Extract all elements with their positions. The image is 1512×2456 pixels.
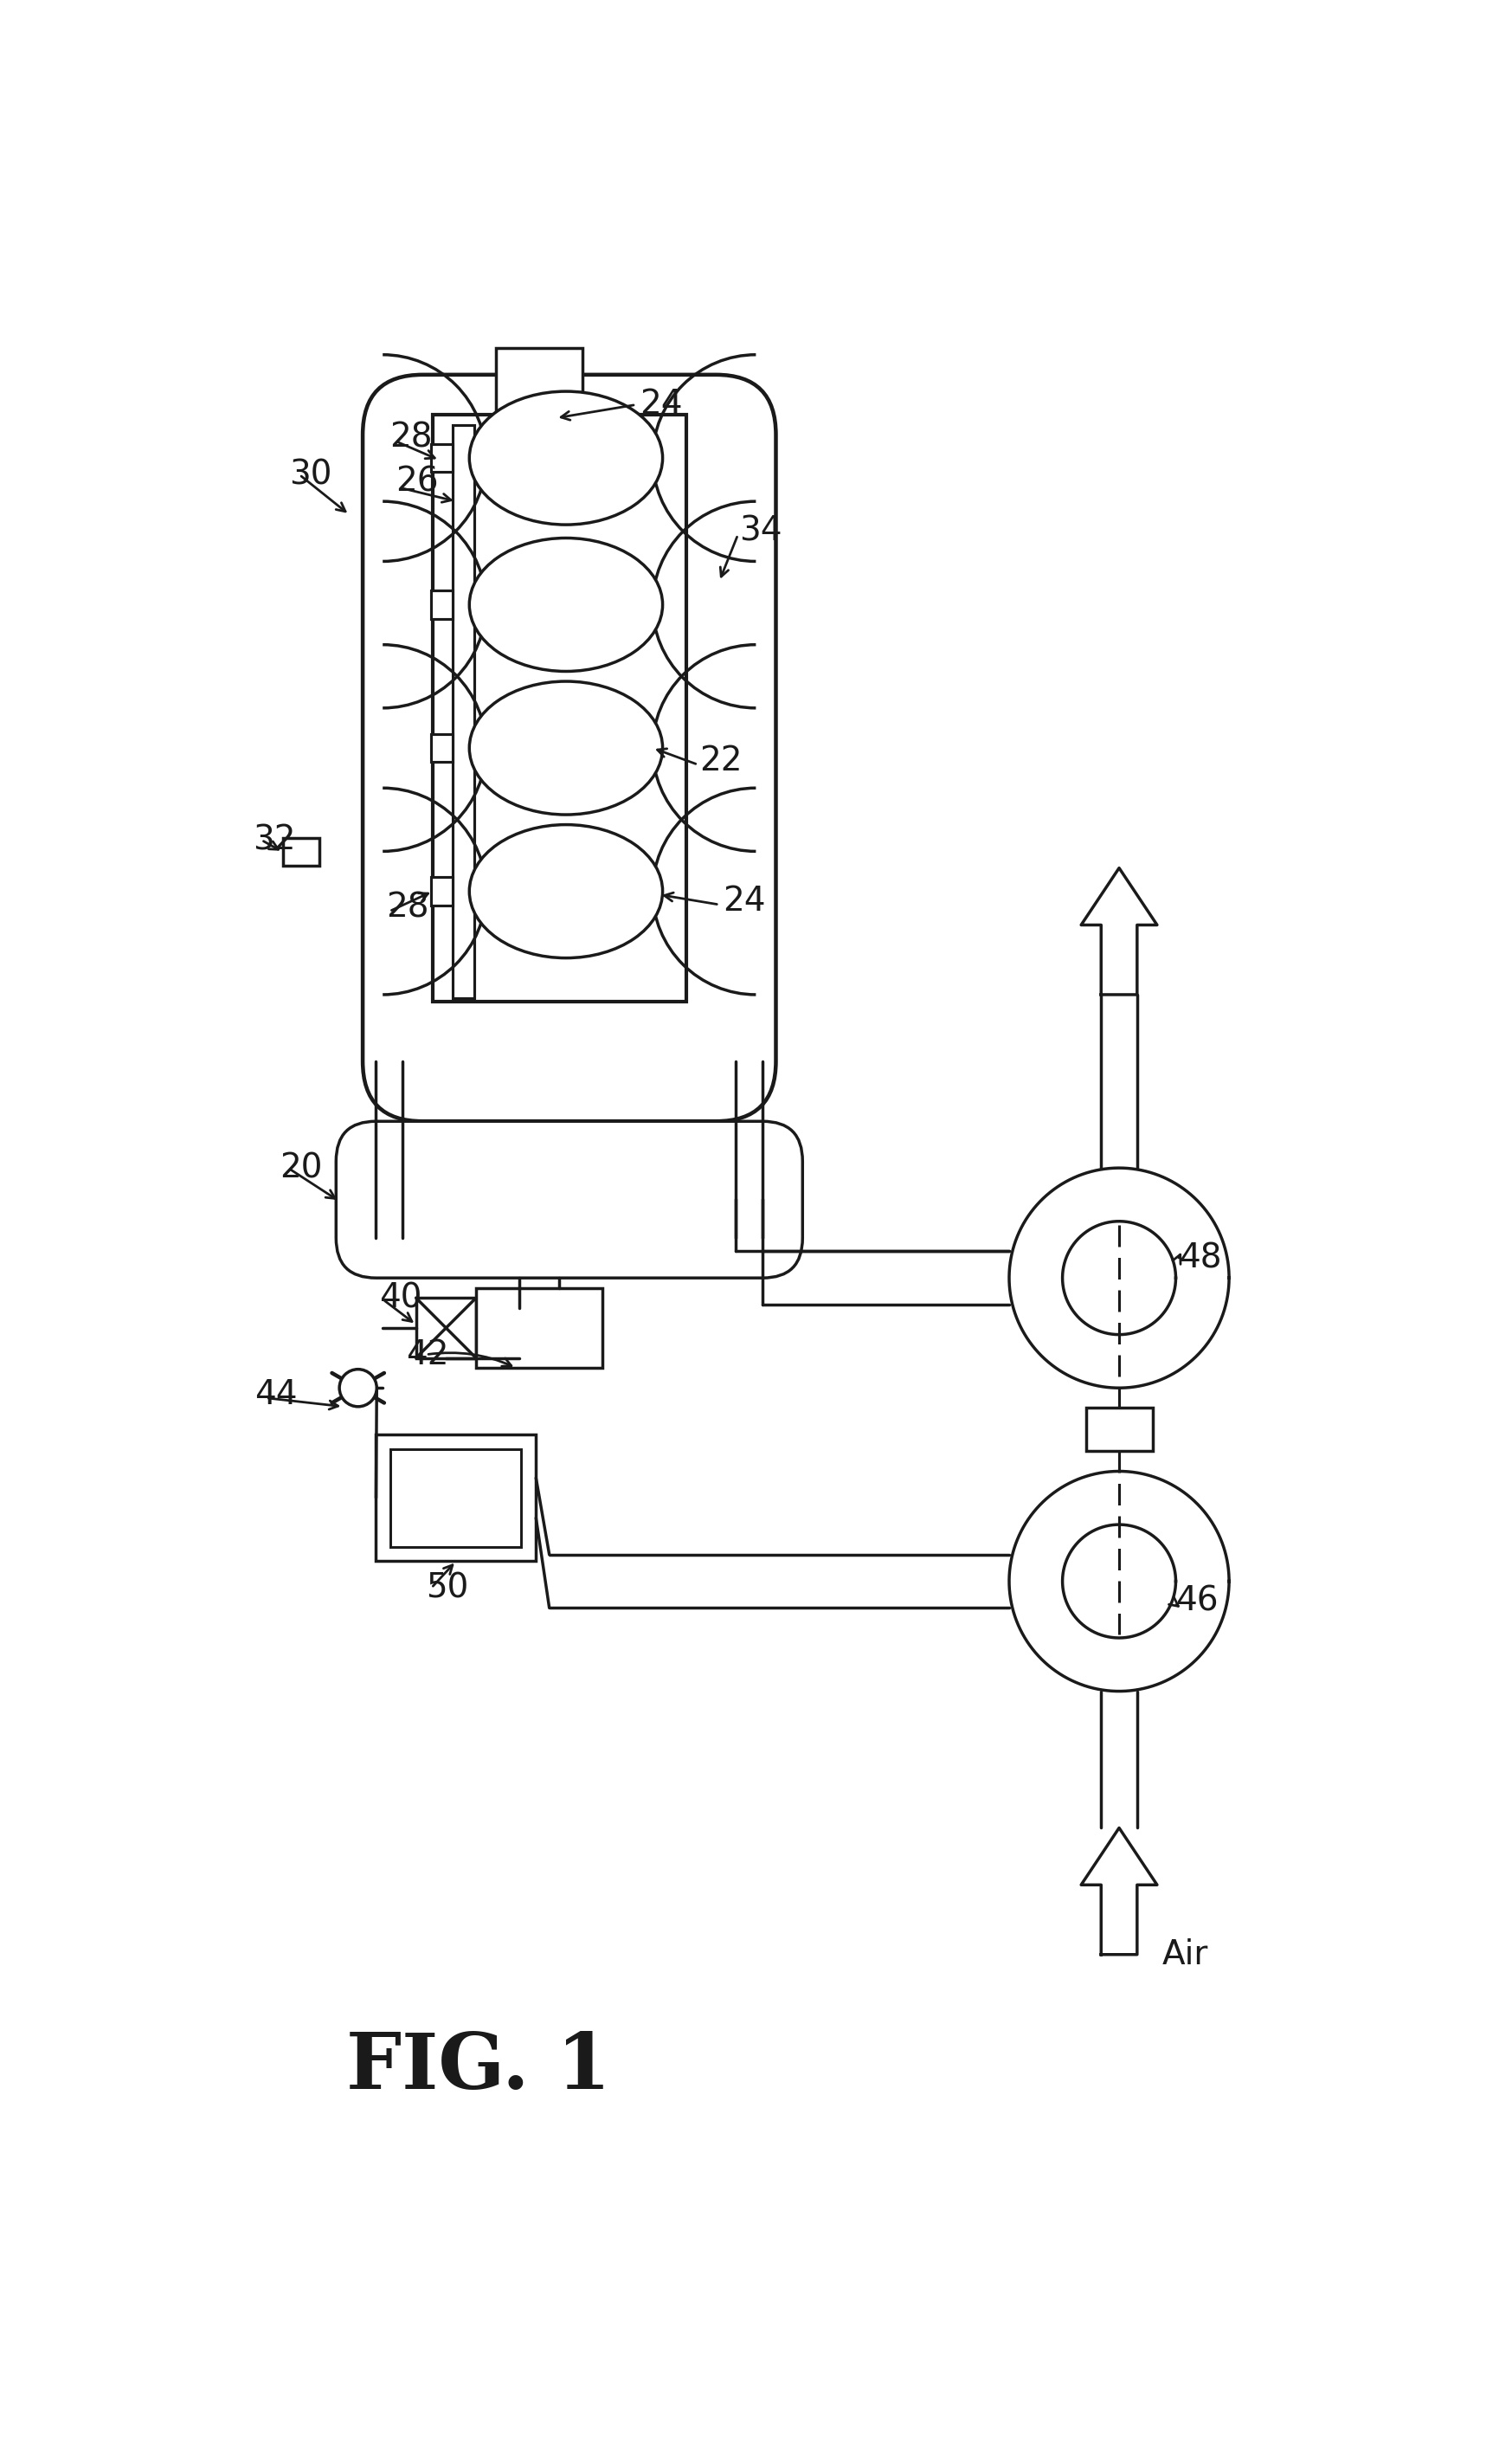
Bar bbox=[376, 1434, 535, 1562]
Text: 28: 28 bbox=[390, 422, 432, 454]
Ellipse shape bbox=[469, 391, 662, 526]
Bar bbox=[283, 837, 319, 867]
Text: 48: 48 bbox=[1179, 1240, 1222, 1275]
Text: FIG. 1: FIG. 1 bbox=[346, 2031, 611, 2105]
Text: 46: 46 bbox=[1176, 1584, 1219, 1619]
FancyBboxPatch shape bbox=[336, 1122, 803, 1277]
Bar bbox=[1086, 1407, 1152, 1451]
Text: 24: 24 bbox=[640, 388, 682, 420]
Bar bbox=[431, 592, 452, 619]
Bar bbox=[431, 877, 452, 906]
Bar bbox=[476, 1287, 603, 1368]
Polygon shape bbox=[1081, 1827, 1157, 1955]
Polygon shape bbox=[1081, 867, 1157, 995]
Text: 32: 32 bbox=[253, 823, 296, 857]
Bar bbox=[432, 415, 686, 1002]
Bar bbox=[416, 1297, 476, 1358]
Bar bbox=[390, 1449, 522, 1547]
Text: 42: 42 bbox=[407, 1339, 449, 1370]
Text: 22: 22 bbox=[699, 744, 742, 779]
Text: Air: Air bbox=[1163, 1938, 1208, 1972]
Bar bbox=[431, 445, 452, 472]
Text: 28: 28 bbox=[386, 892, 429, 923]
Bar bbox=[431, 734, 452, 761]
Text: 20: 20 bbox=[280, 1152, 322, 1184]
Ellipse shape bbox=[469, 680, 662, 815]
Bar bbox=[496, 349, 582, 415]
Text: 26: 26 bbox=[396, 464, 438, 499]
Circle shape bbox=[339, 1370, 376, 1407]
Text: 24: 24 bbox=[723, 884, 765, 919]
Text: 50: 50 bbox=[426, 1572, 469, 1604]
Text: 40: 40 bbox=[380, 1282, 422, 1314]
Ellipse shape bbox=[469, 825, 662, 958]
Ellipse shape bbox=[469, 538, 662, 670]
Text: 44: 44 bbox=[254, 1378, 296, 1412]
Text: 30: 30 bbox=[289, 459, 333, 491]
FancyBboxPatch shape bbox=[363, 376, 776, 1122]
Bar bbox=[452, 425, 473, 997]
Text: 34: 34 bbox=[739, 516, 782, 548]
